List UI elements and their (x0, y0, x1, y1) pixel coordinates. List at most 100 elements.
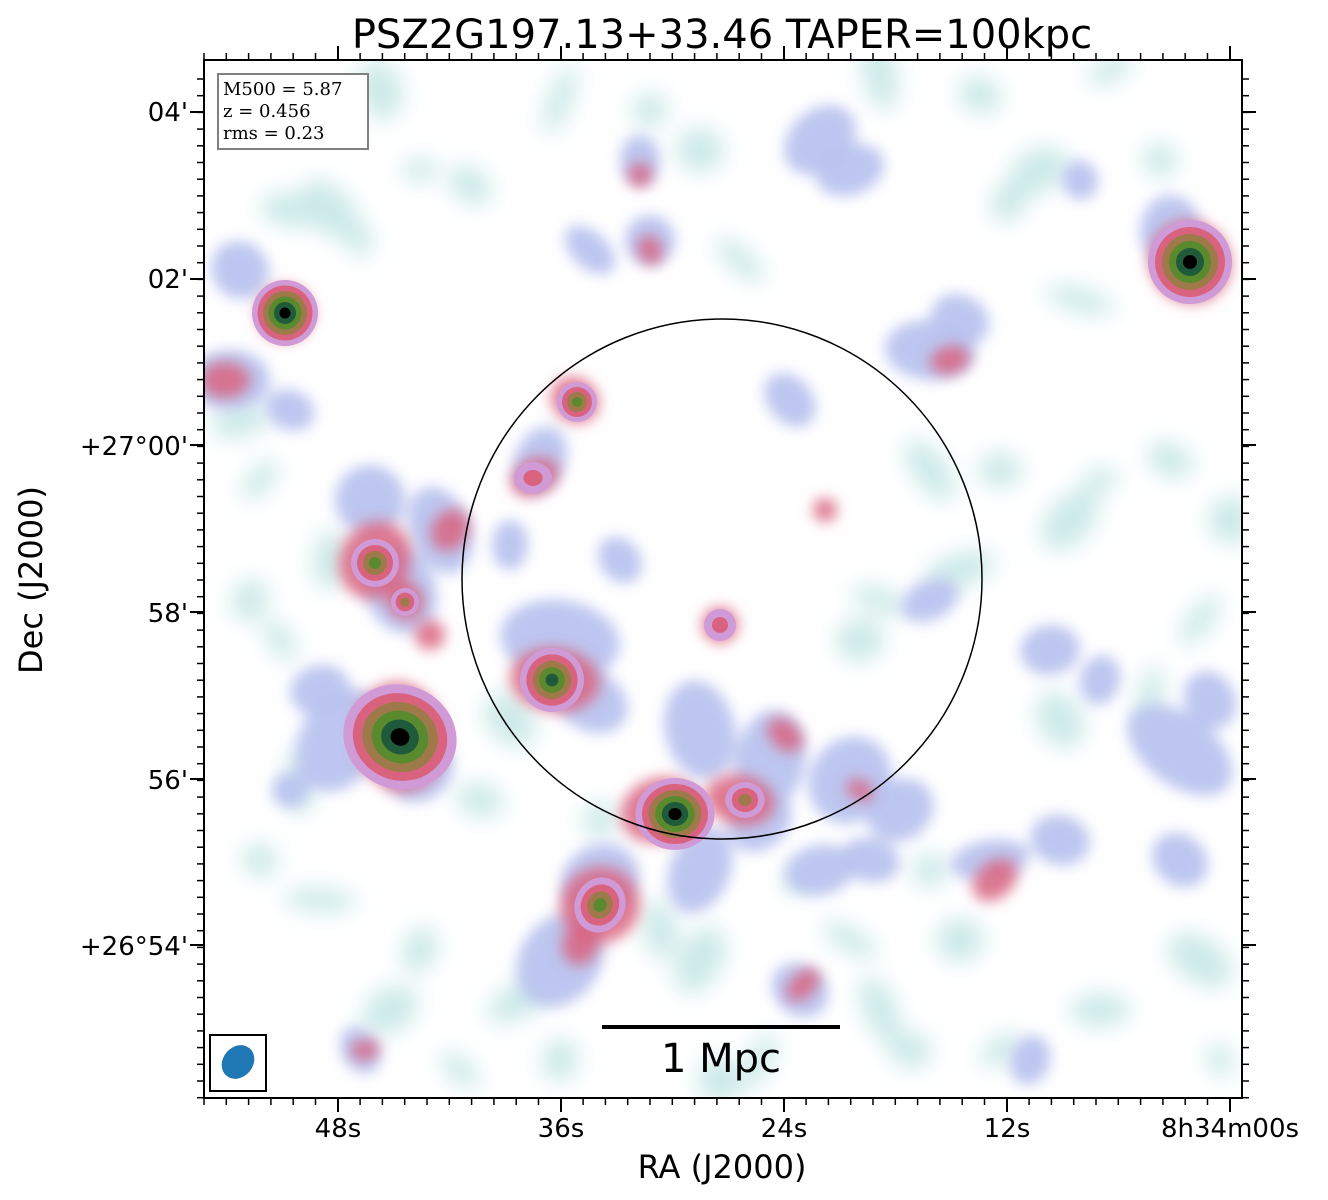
emission-blob (312, 530, 348, 590)
emission-blob (815, 143, 885, 197)
emission-blob (231, 578, 269, 622)
emission-blob (593, 898, 607, 912)
emission-blob (1045, 285, 1115, 315)
info-redshift: z = 0.456 (223, 101, 311, 122)
emission-blob (958, 76, 1002, 114)
emission-blob (484, 693, 536, 747)
emission-blob (561, 925, 599, 965)
emission-blob (572, 397, 582, 407)
emission-blob (930, 293, 990, 347)
y-tick-label: 58' (148, 599, 188, 629)
emission-blob (632, 92, 668, 128)
emission-blob (712, 617, 728, 633)
emission-blob (738, 794, 752, 806)
emission-blob (400, 597, 410, 607)
emission-blob (1041, 489, 1099, 551)
emission-blob (402, 926, 438, 974)
emission-blob (402, 158, 438, 182)
emission-blob (204, 362, 250, 398)
emission-blob (369, 557, 381, 569)
emission-blob (582, 802, 618, 838)
emission-blob (211, 240, 269, 300)
emission-blob (284, 887, 356, 913)
emission-blob (668, 808, 682, 820)
emission-blob (674, 926, 726, 994)
emission-blob (664, 680, 736, 780)
x-tick-label: 12s (984, 1114, 1031, 1144)
axis-ticks (190, 46, 1256, 1112)
info-box: M500 = 5.87 z = 0.456 rms = 0.23 (217, 73, 369, 150)
figure-title: PSZ2G197.13+33.46 TAPER=100kpc (352, 12, 1092, 58)
emission-blob (456, 782, 504, 818)
emission-blob (279, 307, 291, 319)
y-tick-label: +27°00' (80, 432, 188, 462)
r500-circle (461, 318, 983, 840)
emission-blob (290, 664, 350, 716)
emission-blob (351, 1039, 379, 1061)
emission-blob (813, 498, 837, 522)
emission-blob (930, 345, 970, 375)
emission-blob (430, 509, 470, 551)
emission-blob (823, 921, 877, 959)
emission-blob (888, 1031, 932, 1069)
emission-blob (1030, 814, 1090, 866)
emission-blob (414, 620, 445, 650)
x-tick-label: 24s (761, 1114, 808, 1144)
beam-box (209, 1034, 267, 1092)
y-tick-label: 56' (148, 766, 188, 796)
emission-blob (716, 238, 764, 282)
emission-blob (1183, 255, 1197, 269)
emission-blob (1010, 146, 1070, 194)
emission-blob (936, 917, 984, 963)
beam-ellipse (221, 1045, 255, 1079)
emission-blob (858, 976, 902, 1044)
emission-blob (786, 968, 820, 1002)
scale-bar: 1 Mpc (602, 1025, 840, 1082)
emission-blob (866, 778, 934, 842)
emission-blob (1147, 441, 1193, 479)
y-tick-label: 02' (148, 265, 188, 295)
emission-blob (1061, 160, 1099, 200)
emission-blob (1207, 1042, 1233, 1078)
emission-blob (1020, 624, 1080, 676)
emission-blob (242, 842, 278, 878)
emission-blob (901, 577, 959, 623)
emission-blob (978, 451, 1022, 489)
emission-blob (851, 585, 909, 615)
emission-blob (979, 1032, 1021, 1068)
emission-blob (628, 163, 652, 187)
emission-blob (1167, 932, 1233, 988)
emission-blob (840, 837, 900, 883)
emission-blob (743, 1032, 777, 1088)
y-tick-label: +26°54' (80, 932, 188, 962)
emission-blob (642, 900, 678, 960)
emission-blob (1183, 671, 1237, 729)
x-tick-label: 48s (315, 1114, 362, 1144)
emission-map (204, 60, 1242, 1098)
y-tick-label: 04' (148, 98, 188, 128)
x-tick-label: 8h34m00s (1161, 1114, 1299, 1144)
x-axis-label: RA (J2000) (638, 1148, 807, 1186)
emission-blob (491, 520, 529, 570)
emission-blob (598, 536, 642, 584)
emission-blob (767, 717, 803, 753)
info-m500: M500 = 5.87 (223, 79, 342, 100)
emission-blob (637, 235, 663, 265)
y-axis-label: Dec (J2000) (12, 486, 50, 674)
emission-blob (541, 1038, 579, 1082)
emission-blob (272, 772, 309, 808)
emission-blob (905, 438, 955, 502)
emission-blob (347, 222, 373, 258)
info-rms: rms = 0.23 (223, 123, 325, 144)
emission-blob (263, 618, 297, 662)
scale-bar-label: 1 Mpc (661, 1036, 781, 1082)
emission-blob (861, 60, 899, 111)
emission-blob (523, 470, 543, 486)
x-tick-labels: 48s 36s 24s 12s 8h34m00s (315, 1114, 1299, 1144)
emission-blob (785, 844, 855, 896)
emission-blob (545, 673, 559, 687)
emission-blob (441, 1051, 479, 1089)
emission-blob (542, 66, 578, 134)
emission-blob (1070, 992, 1130, 1028)
